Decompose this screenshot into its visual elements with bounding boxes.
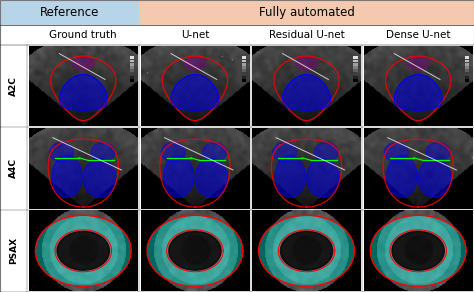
Bar [353, 66, 358, 69]
Bar [465, 66, 469, 69]
Bar [130, 76, 135, 79]
Bar [242, 63, 246, 66]
Polygon shape [184, 57, 206, 70]
Text: A2C: A2C [9, 76, 18, 96]
Bar [242, 76, 246, 79]
Bar [242, 69, 246, 72]
Bar [465, 79, 469, 82]
Text: Ground truth: Ground truth [49, 30, 117, 40]
Polygon shape [296, 57, 318, 70]
Text: A4C: A4C [9, 158, 18, 178]
Text: U-net: U-net [181, 30, 209, 40]
Polygon shape [394, 74, 442, 110]
Polygon shape [283, 74, 330, 110]
Text: Dense U-net: Dense U-net [386, 30, 450, 40]
Polygon shape [195, 159, 228, 197]
Bar [353, 63, 358, 66]
Polygon shape [52, 155, 82, 197]
Bar [130, 66, 135, 69]
Bar [465, 76, 469, 79]
Polygon shape [91, 142, 115, 162]
Text: Residual U-net: Residual U-net [269, 30, 345, 40]
Bar [242, 60, 246, 62]
FancyBboxPatch shape [0, 127, 27, 210]
Bar [353, 73, 358, 75]
Bar [130, 79, 135, 82]
Polygon shape [50, 142, 73, 162]
Polygon shape [259, 215, 355, 286]
Polygon shape [418, 159, 451, 197]
Bar [353, 76, 358, 79]
Polygon shape [426, 142, 450, 162]
Bar [130, 73, 135, 75]
Bar [465, 73, 469, 75]
Polygon shape [307, 159, 339, 197]
Text: Reference: Reference [40, 6, 99, 19]
Bar [130, 56, 135, 59]
Bar [465, 69, 469, 72]
Polygon shape [59, 74, 107, 110]
FancyBboxPatch shape [139, 0, 474, 25]
Polygon shape [281, 232, 333, 270]
Polygon shape [314, 142, 338, 162]
FancyBboxPatch shape [0, 45, 27, 127]
Polygon shape [273, 142, 297, 162]
Polygon shape [275, 155, 305, 197]
Polygon shape [171, 74, 219, 110]
Polygon shape [83, 159, 116, 197]
FancyBboxPatch shape [0, 25, 474, 45]
Polygon shape [73, 57, 94, 70]
Polygon shape [384, 142, 409, 162]
Polygon shape [392, 232, 444, 270]
Polygon shape [202, 142, 227, 162]
Polygon shape [161, 142, 185, 162]
Polygon shape [370, 215, 466, 286]
Polygon shape [36, 215, 131, 286]
Bar [353, 79, 358, 82]
Bar [465, 60, 469, 62]
Bar [242, 73, 246, 75]
Bar [353, 69, 358, 72]
Text: Fully automated: Fully automated [259, 6, 355, 19]
Bar [353, 56, 358, 59]
FancyBboxPatch shape [0, 210, 27, 292]
Bar [130, 60, 135, 62]
Bar [465, 56, 469, 59]
Polygon shape [164, 155, 194, 197]
Polygon shape [147, 215, 243, 286]
Text: PSAX: PSAX [9, 237, 18, 264]
Polygon shape [169, 232, 221, 270]
Bar [242, 56, 246, 59]
Bar [242, 66, 246, 69]
Bar [242, 79, 246, 82]
Bar [353, 60, 358, 62]
Polygon shape [57, 232, 109, 270]
Polygon shape [387, 155, 417, 197]
Polygon shape [407, 57, 429, 70]
Bar [465, 63, 469, 66]
Bar [130, 69, 135, 72]
Bar [130, 63, 135, 66]
FancyBboxPatch shape [0, 0, 139, 25]
